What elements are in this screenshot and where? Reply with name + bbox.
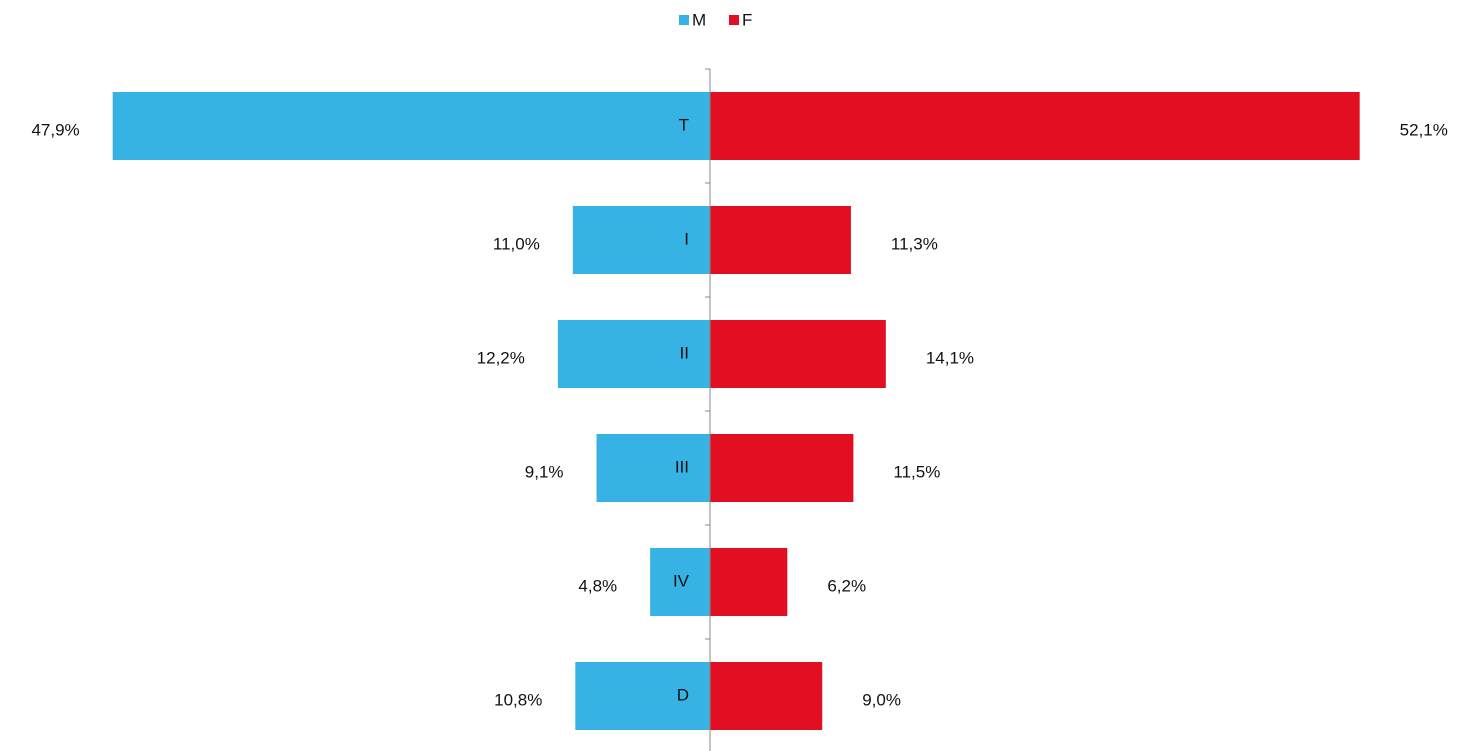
legend-swatch bbox=[679, 15, 689, 25]
value-label: 9,1% bbox=[525, 462, 564, 481]
bar bbox=[710, 320, 886, 388]
value-label: 6,2% bbox=[827, 576, 866, 595]
value-label: 4,8% bbox=[578, 576, 617, 595]
category-label: T bbox=[679, 115, 689, 134]
value-label: 11,3% bbox=[891, 234, 938, 253]
bar bbox=[710, 92, 1360, 160]
bar bbox=[710, 434, 854, 502]
category-label: I bbox=[684, 229, 689, 248]
value-label: 12,2% bbox=[477, 348, 525, 367]
legend-label: M bbox=[692, 10, 706, 29]
legend-label: F bbox=[742, 10, 752, 29]
bar bbox=[557, 320, 710, 388]
value-label: 14,1% bbox=[926, 348, 974, 367]
bar bbox=[572, 206, 710, 274]
bar bbox=[650, 548, 710, 616]
category-label: D bbox=[677, 685, 689, 704]
legend-swatch bbox=[729, 15, 739, 25]
bar bbox=[575, 662, 710, 730]
value-label: 9,0% bbox=[862, 690, 901, 709]
bar bbox=[710, 548, 788, 616]
bar bbox=[112, 92, 710, 160]
category-label: II bbox=[680, 343, 689, 362]
value-label: 11,5% bbox=[893, 462, 940, 481]
bar bbox=[596, 434, 710, 502]
value-label: 52,1% bbox=[1400, 120, 1448, 139]
bar bbox=[710, 206, 851, 274]
value-label: 11,0% bbox=[493, 234, 540, 253]
value-label: 47,9% bbox=[31, 120, 79, 139]
category-label: IV bbox=[673, 571, 690, 590]
bar bbox=[710, 662, 823, 730]
value-label: 10,8% bbox=[494, 690, 542, 709]
category-label: III bbox=[675, 457, 689, 476]
